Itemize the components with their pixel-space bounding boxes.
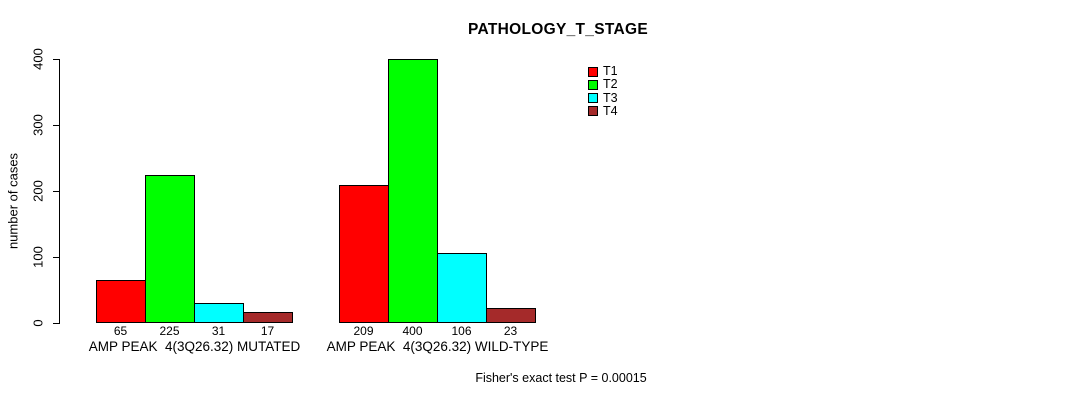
y-tick-label-200: 200 [30, 180, 46, 202]
legend-label-t4: T4 [603, 103, 618, 118]
y-tick-label-300: 300 [30, 114, 46, 136]
bar-value-mutated-t4: 17 [260, 324, 275, 338]
bar-value-wild-type-t2: 400 [402, 324, 423, 338]
y-tick-100 [53, 256, 60, 258]
y-tick-label-100: 100 [30, 246, 46, 268]
legend-swatch-t1 [588, 66, 598, 77]
bar-value-mutated-t2: 225 [159, 324, 180, 338]
bar-value-mutated-t3: 31 [211, 324, 226, 338]
legend-label-t1: T1 [603, 64, 618, 78]
bar-t4-mutated [243, 311, 293, 323]
legend-label-t3: T3 [603, 90, 618, 105]
y-tick-label-400: 400 [30, 48, 46, 70]
bar-t2-wild-type [388, 59, 438, 323]
legend-swatch-t3 [588, 93, 598, 104]
legend-swatch-t2 [588, 79, 598, 90]
legend-label-t2: T2 [603, 77, 618, 92]
fisher-test-note: Fisher's exact test P = 0.00015 [475, 371, 647, 385]
legend-item-t4: T4 [588, 103, 618, 118]
bar-t1-wild-type [339, 185, 389, 323]
y-tick-400 [53, 58, 60, 60]
y-tick-0 [53, 322, 60, 324]
chart-title: PATHOLOGY_T_STAGE [468, 21, 648, 38]
category-label-wild-type: AMP PEAK 4(3Q26.32) WILD-TYPE [326, 339, 549, 354]
bar-t3-mutated [194, 302, 244, 323]
y-axis-label: number of cases [5, 152, 21, 250]
legend-item-t2: T2 [588, 77, 618, 92]
bar-value-wild-type-t1: 209 [353, 324, 374, 338]
y-tick-300 [53, 124, 60, 126]
bar-t4-wild-type [486, 307, 536, 323]
category-label-mutated: AMP PEAK 4(3Q26.32) MUTATED [88, 339, 301, 354]
bar-value-wild-type-t4: 23 [503, 324, 518, 338]
y-axis-line [59, 59, 60, 324]
bar-t2-mutated [145, 174, 195, 323]
legend-item-t3: T3 [588, 90, 618, 105]
legend-swatch-t4 [588, 106, 598, 117]
bar-t1-mutated [96, 280, 146, 323]
bar-t3-wild-type [437, 253, 487, 323]
y-tick-200 [53, 190, 60, 192]
legend-item-t1: T1 [588, 64, 618, 78]
bar-value-mutated-t1: 65 [113, 324, 128, 338]
bar-value-wild-type-t3: 106 [451, 324, 472, 338]
y-tick-label-0: 0 [30, 319, 46, 327]
